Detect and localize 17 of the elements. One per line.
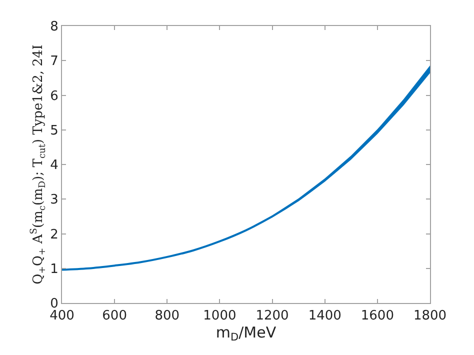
y-tick-label: 6: [50, 88, 58, 104]
y-tick-label: 1: [50, 262, 58, 277]
x-tick-label: 1200: [256, 308, 289, 324]
y-tick-label: 7: [50, 54, 58, 70]
y-tick-label: 4: [50, 158, 58, 174]
y-tick-label: 2: [50, 227, 58, 242]
x-tick-label: 1400: [308, 308, 342, 324]
x-tick-label: 800: [154, 308, 180, 324]
x-tick-label: 1600: [360, 308, 394, 324]
x-axis-title: m$_{D}$/MeV: [216, 324, 277, 344]
x-tick-label: 1000: [203, 308, 236, 324]
y-tick-label: 3: [50, 192, 58, 208]
x-tick-label: 600: [102, 308, 127, 324]
y-tick-label: 5: [50, 123, 58, 138]
y-tick-label: 8: [50, 20, 58, 35]
x-tick-label: 1800: [413, 308, 447, 324]
x-tick-label: 400: [50, 308, 74, 324]
